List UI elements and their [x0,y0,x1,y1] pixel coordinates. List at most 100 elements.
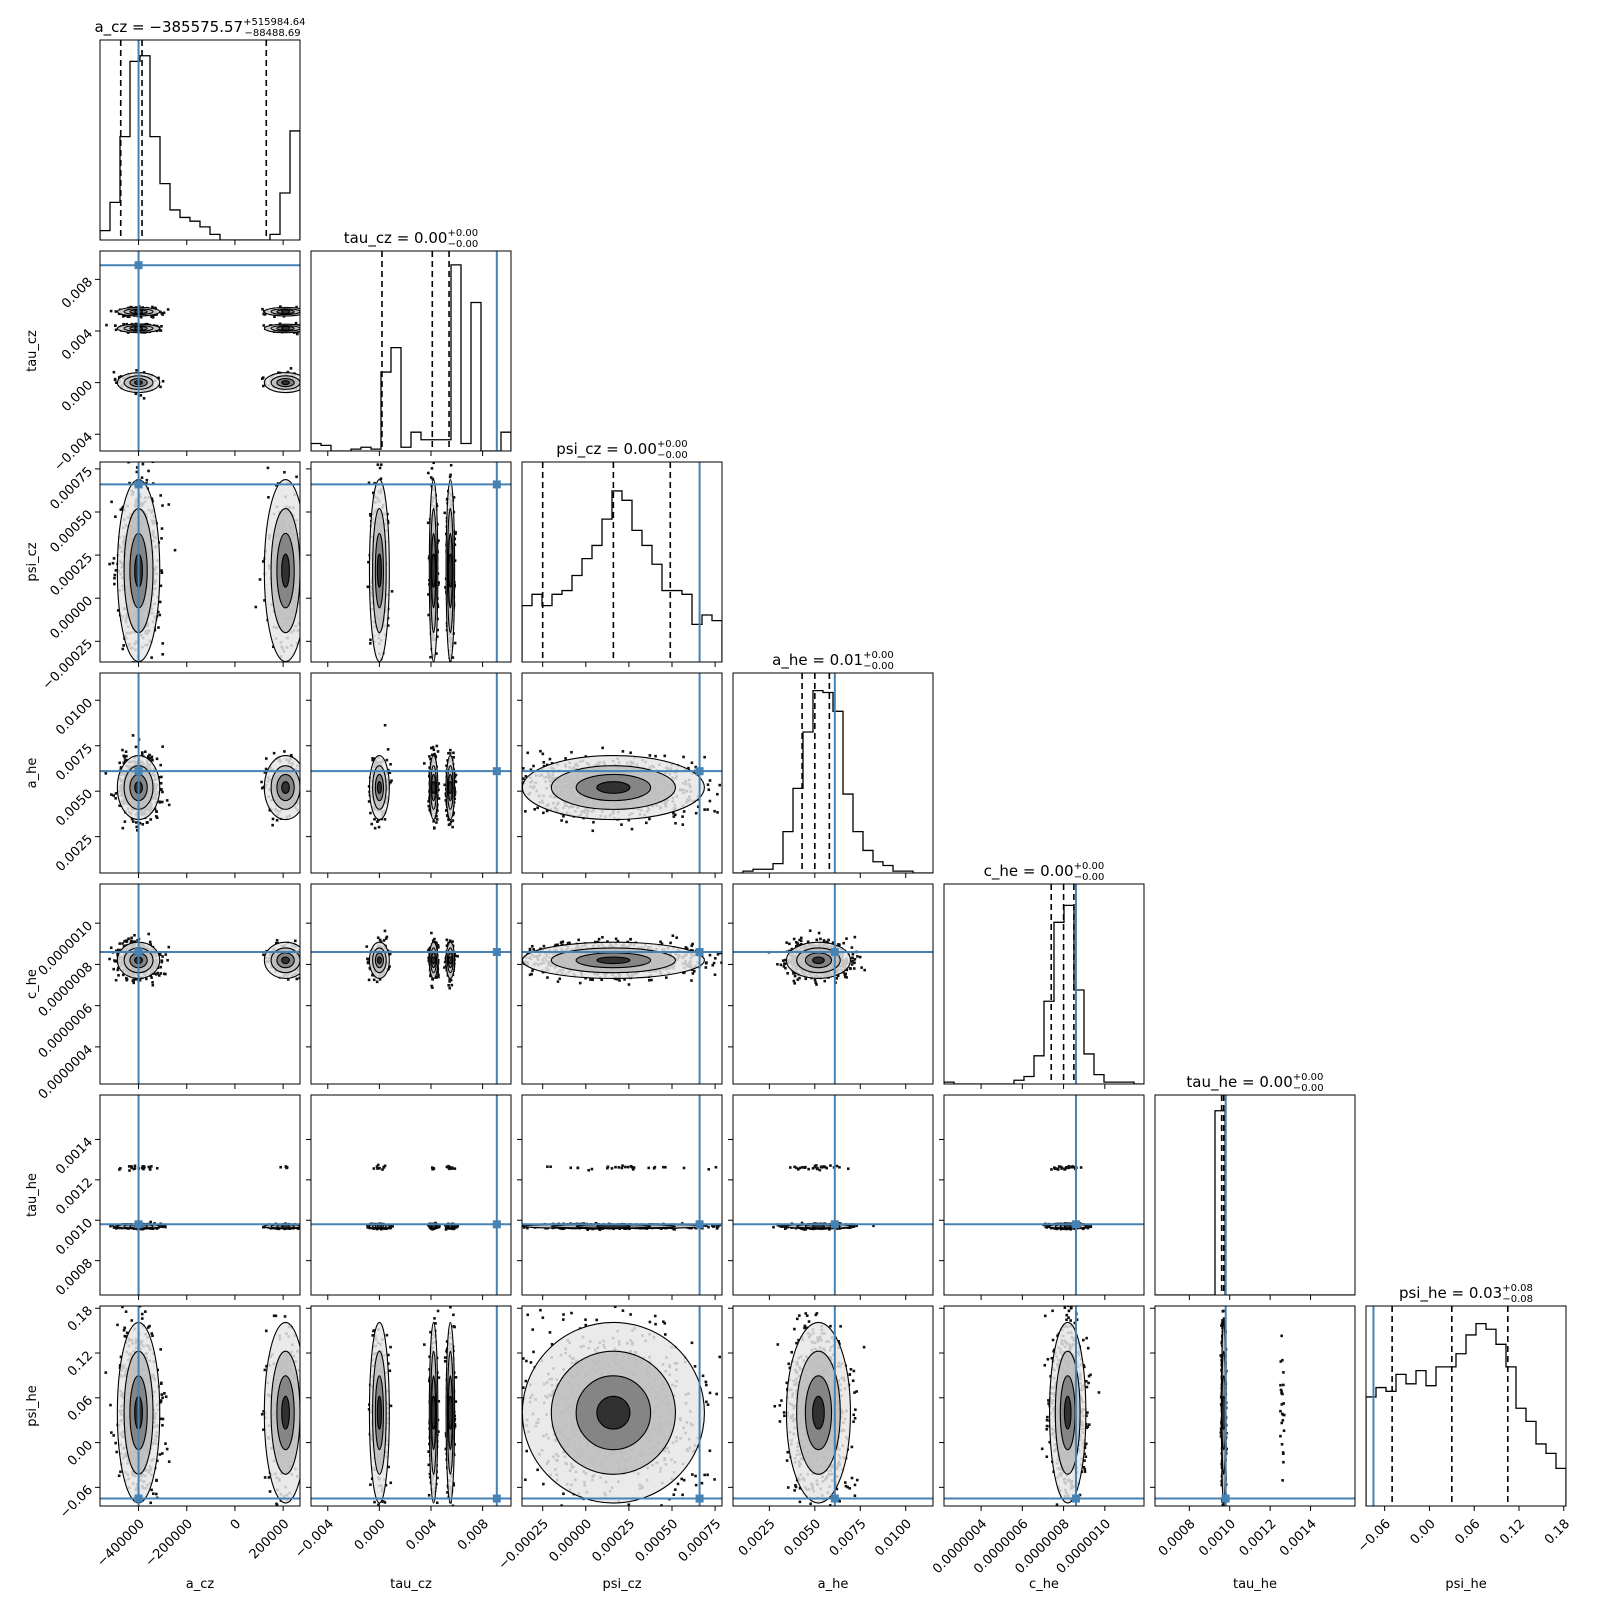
sample-point [300,575,303,578]
sample-point [161,504,164,507]
sample-point [156,610,160,614]
sample-point [121,647,125,651]
sample-point [428,755,431,758]
sample-point [114,328,118,332]
sample-point [116,609,120,612]
sample-point [295,305,298,309]
sample-point [372,491,375,495]
sample-point [155,816,159,820]
sample-point [159,329,163,332]
sample-point [373,481,376,485]
sample-point [134,392,138,396]
sample-point [542,761,546,764]
panel-frame [310,672,512,874]
sample-point [148,753,151,757]
histogram-a_cz [100,55,300,240]
sample-point [134,745,138,749]
sample-point [300,807,303,810]
truth-point [492,767,501,776]
sample-point [373,826,377,830]
sample-point [258,578,262,581]
sample-point [621,750,625,753]
sample-point [130,817,134,821]
sample-point [151,316,155,319]
sample-point [159,788,163,792]
sample-point [389,780,392,784]
sample-point [434,754,437,758]
sample-point [158,801,162,804]
sample-point [427,593,430,596]
sample-point [279,305,282,308]
density-contour [281,325,290,331]
sample-point [122,754,126,758]
sample-point [427,471,430,475]
sample-point [268,808,272,812]
sample-point [122,761,126,765]
sample-point [261,307,264,311]
sample-point [125,754,128,758]
sample-point [286,370,290,374]
sample-point [718,783,722,787]
sample-point [376,463,380,466]
sample-point [369,514,372,517]
sample-point [160,324,163,328]
sample-point [545,809,549,813]
sample-point [123,756,126,759]
sample-point [110,500,113,504]
sample-point [427,800,430,803]
sample-point [429,655,432,659]
sample-point [131,734,135,737]
sample-point [146,756,150,759]
sample-point [160,537,163,540]
sample-point [289,753,293,757]
sample-point [131,820,135,823]
sample-point [161,642,165,645]
sample-point [433,827,436,830]
sample-point [173,548,177,552]
sample-point [273,315,276,319]
sample-point [447,818,450,822]
sample-point [432,820,435,823]
sample-point [122,644,125,647]
sample-point [389,762,392,766]
sample-point [435,814,438,818]
sample-point [429,757,432,761]
sample-point [295,475,298,479]
sample-point [113,582,116,586]
sample-point [109,309,113,313]
sample-point [443,511,447,515]
density-contour [281,553,290,588]
sample-point [159,781,163,785]
sample-point [161,653,164,656]
density-contour [281,309,290,315]
sample-point [390,779,393,782]
sample-point [119,766,123,770]
sample-point [449,748,452,752]
sample-point [388,771,392,774]
sample-point [158,600,162,604]
sample-point [444,799,448,802]
sample-point [427,613,430,617]
sample-point [142,371,146,374]
sample-point [672,811,675,815]
sample-point [162,311,166,315]
panel-tau_cz-psi_cz [311,462,511,662]
sample-point [648,817,651,821]
sample-point [454,531,457,534]
sample-point [379,463,383,466]
sample-point [121,315,125,318]
truth-point [134,767,143,776]
sample-point [142,397,146,400]
sample-point [264,767,268,771]
sample-point [272,751,276,755]
sample-point [289,367,293,370]
sample-point [159,584,163,588]
sample-point [120,507,124,510]
sample-point [114,569,118,572]
density-contour [447,781,453,794]
sample-point [644,821,648,825]
sample-point [275,818,279,822]
sample-point [377,825,381,829]
density-contour [431,781,437,794]
